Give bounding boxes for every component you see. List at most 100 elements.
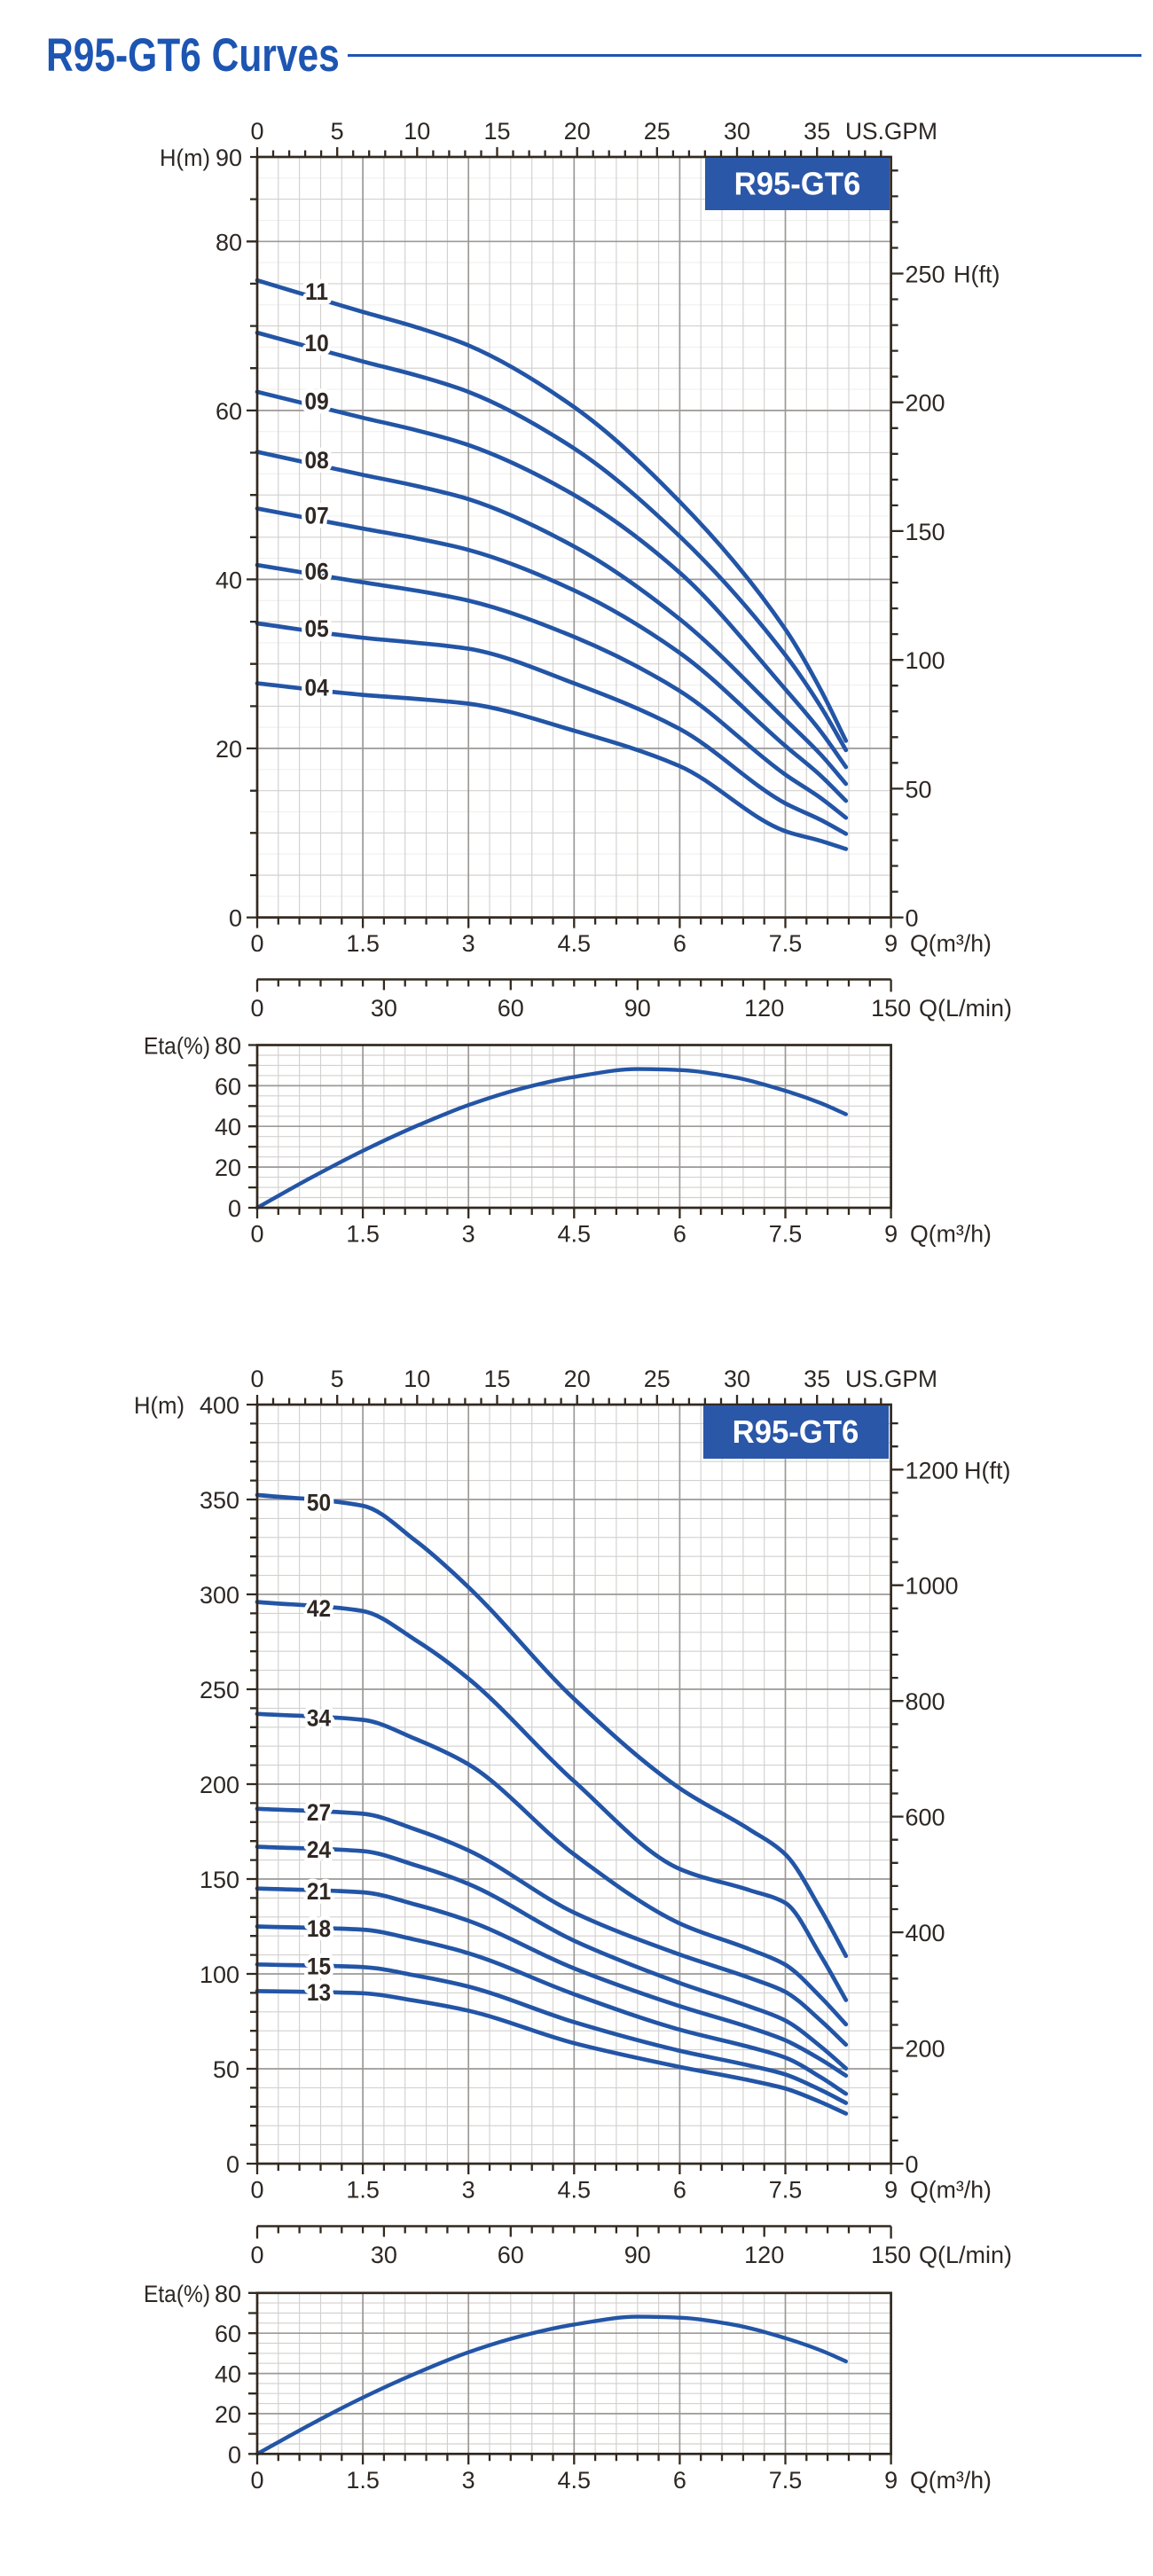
svg-text:H(m): H(m): [160, 144, 210, 171]
svg-text:05: 05: [305, 616, 329, 642]
svg-text:40: 40: [215, 2361, 241, 2388]
svg-text:250: 250: [200, 1677, 239, 1703]
svg-text:20: 20: [215, 1155, 241, 1181]
svg-text:06: 06: [305, 559, 329, 584]
svg-text:20: 20: [564, 1366, 591, 1392]
svg-text:20: 20: [216, 736, 242, 763]
svg-text:100: 100: [200, 1961, 239, 1988]
svg-text:0: 0: [906, 905, 919, 932]
svg-text:50: 50: [906, 776, 932, 803]
svg-text:13: 13: [307, 1980, 331, 2006]
svg-text:30: 30: [724, 1366, 750, 1392]
svg-text:20: 20: [564, 118, 591, 145]
svg-text:0: 0: [228, 2441, 241, 2468]
svg-text:34: 34: [307, 1706, 332, 1732]
svg-text:04: 04: [305, 675, 330, 701]
svg-text:21: 21: [307, 1879, 331, 1905]
svg-text:400: 400: [906, 1920, 945, 1946]
svg-text:400: 400: [200, 1392, 239, 1419]
svg-text:3: 3: [462, 1221, 475, 1248]
svg-text:80: 80: [215, 1033, 241, 1060]
svg-text:18: 18: [307, 1916, 331, 1942]
svg-text:9: 9: [884, 1221, 898, 1248]
svg-text:0: 0: [250, 2467, 263, 2494]
svg-text:R95-GT6: R95-GT6: [734, 167, 861, 202]
svg-text:7.5: 7.5: [769, 2467, 803, 2494]
svg-text:0: 0: [250, 995, 263, 1022]
svg-text:R95-GT6: R95-GT6: [733, 1414, 859, 1450]
svg-text:150: 150: [200, 1867, 239, 1893]
svg-text:100: 100: [906, 647, 945, 674]
svg-text:10: 10: [305, 331, 329, 356]
svg-text:Q(L/min): Q(L/min): [919, 995, 1012, 1022]
svg-text:1.5: 1.5: [346, 930, 380, 957]
svg-text:0: 0: [226, 2151, 239, 2178]
svg-text:200: 200: [200, 1772, 239, 1798]
svg-text:0: 0: [229, 905, 242, 932]
svg-text:4.5: 4.5: [558, 2467, 592, 2494]
svg-text:60: 60: [216, 398, 242, 425]
svg-text:15: 15: [483, 1366, 510, 1392]
svg-text:H(ft): H(ft): [953, 262, 1000, 288]
svg-text:200: 200: [906, 2036, 945, 2063]
svg-text:0: 0: [228, 1195, 241, 1222]
svg-text:150: 150: [906, 519, 945, 545]
svg-text:40: 40: [216, 567, 242, 593]
svg-text:600: 600: [906, 1805, 945, 1831]
svg-text:30: 30: [371, 995, 397, 1022]
svg-text:5: 5: [331, 1366, 344, 1392]
svg-text:1000: 1000: [906, 1573, 959, 1600]
svg-text:0: 0: [250, 2177, 263, 2204]
svg-text:150: 150: [871, 995, 911, 1022]
svg-text:200: 200: [906, 390, 945, 417]
svg-text:H(m): H(m): [134, 1391, 184, 1419]
svg-text:4.5: 4.5: [558, 930, 592, 957]
svg-text:5: 5: [331, 118, 344, 145]
svg-text:40: 40: [215, 1114, 241, 1140]
svg-text:9: 9: [884, 2177, 898, 2204]
svg-text:120: 120: [744, 995, 784, 1022]
svg-text:Q(m³/h): Q(m³/h): [910, 2467, 992, 2494]
svg-text:42: 42: [307, 1596, 331, 1622]
svg-text:0: 0: [250, 2242, 263, 2268]
svg-text:H(ft): H(ft): [964, 1457, 1010, 1484]
svg-text:1.5: 1.5: [346, 1221, 380, 1248]
svg-text:Q(L/min): Q(L/min): [919, 2242, 1012, 2268]
svg-text:50: 50: [213, 2056, 239, 2083]
svg-text:7.5: 7.5: [769, 2177, 803, 2204]
svg-text:25: 25: [644, 118, 671, 145]
svg-text:9: 9: [884, 930, 898, 957]
svg-text:120: 120: [744, 2242, 784, 2268]
svg-text:6: 6: [673, 1221, 686, 1248]
svg-text:300: 300: [200, 1582, 239, 1609]
svg-text:07: 07: [305, 504, 329, 529]
svg-text:0: 0: [250, 1366, 263, 1392]
svg-text:35: 35: [804, 118, 830, 145]
svg-text:7.5: 7.5: [769, 930, 803, 957]
svg-text:80: 80: [216, 229, 242, 255]
svg-text:09: 09: [305, 389, 329, 415]
svg-text:0: 0: [906, 2151, 919, 2178]
svg-text:Q(m³/h): Q(m³/h): [910, 930, 992, 957]
svg-text:R95-GT6 Curves: R95-GT6 Curves: [46, 30, 340, 82]
svg-text:15: 15: [307, 1954, 331, 1979]
svg-text:3: 3: [462, 930, 475, 957]
svg-text:US.GPM: US.GPM: [845, 1366, 937, 1392]
svg-text:4.5: 4.5: [558, 1221, 592, 1248]
svg-text:27: 27: [307, 1800, 331, 1826]
svg-text:US.GPM: US.GPM: [845, 118, 937, 145]
svg-text:250: 250: [906, 262, 945, 288]
svg-text:Eta(%): Eta(%): [144, 1033, 210, 1059]
svg-text:0: 0: [250, 1221, 263, 1248]
svg-text:Q(m³/h): Q(m³/h): [910, 2176, 992, 2203]
svg-text:30: 30: [371, 2242, 397, 2268]
svg-text:11: 11: [305, 279, 328, 305]
svg-text:350: 350: [200, 1487, 239, 1514]
svg-text:6: 6: [673, 2177, 686, 2204]
svg-text:0: 0: [250, 118, 263, 145]
svg-text:7.5: 7.5: [769, 1221, 803, 1248]
svg-text:60: 60: [498, 2242, 524, 2268]
svg-text:10: 10: [404, 118, 430, 145]
svg-text:25: 25: [644, 1366, 671, 1392]
svg-text:60: 60: [498, 995, 524, 1022]
